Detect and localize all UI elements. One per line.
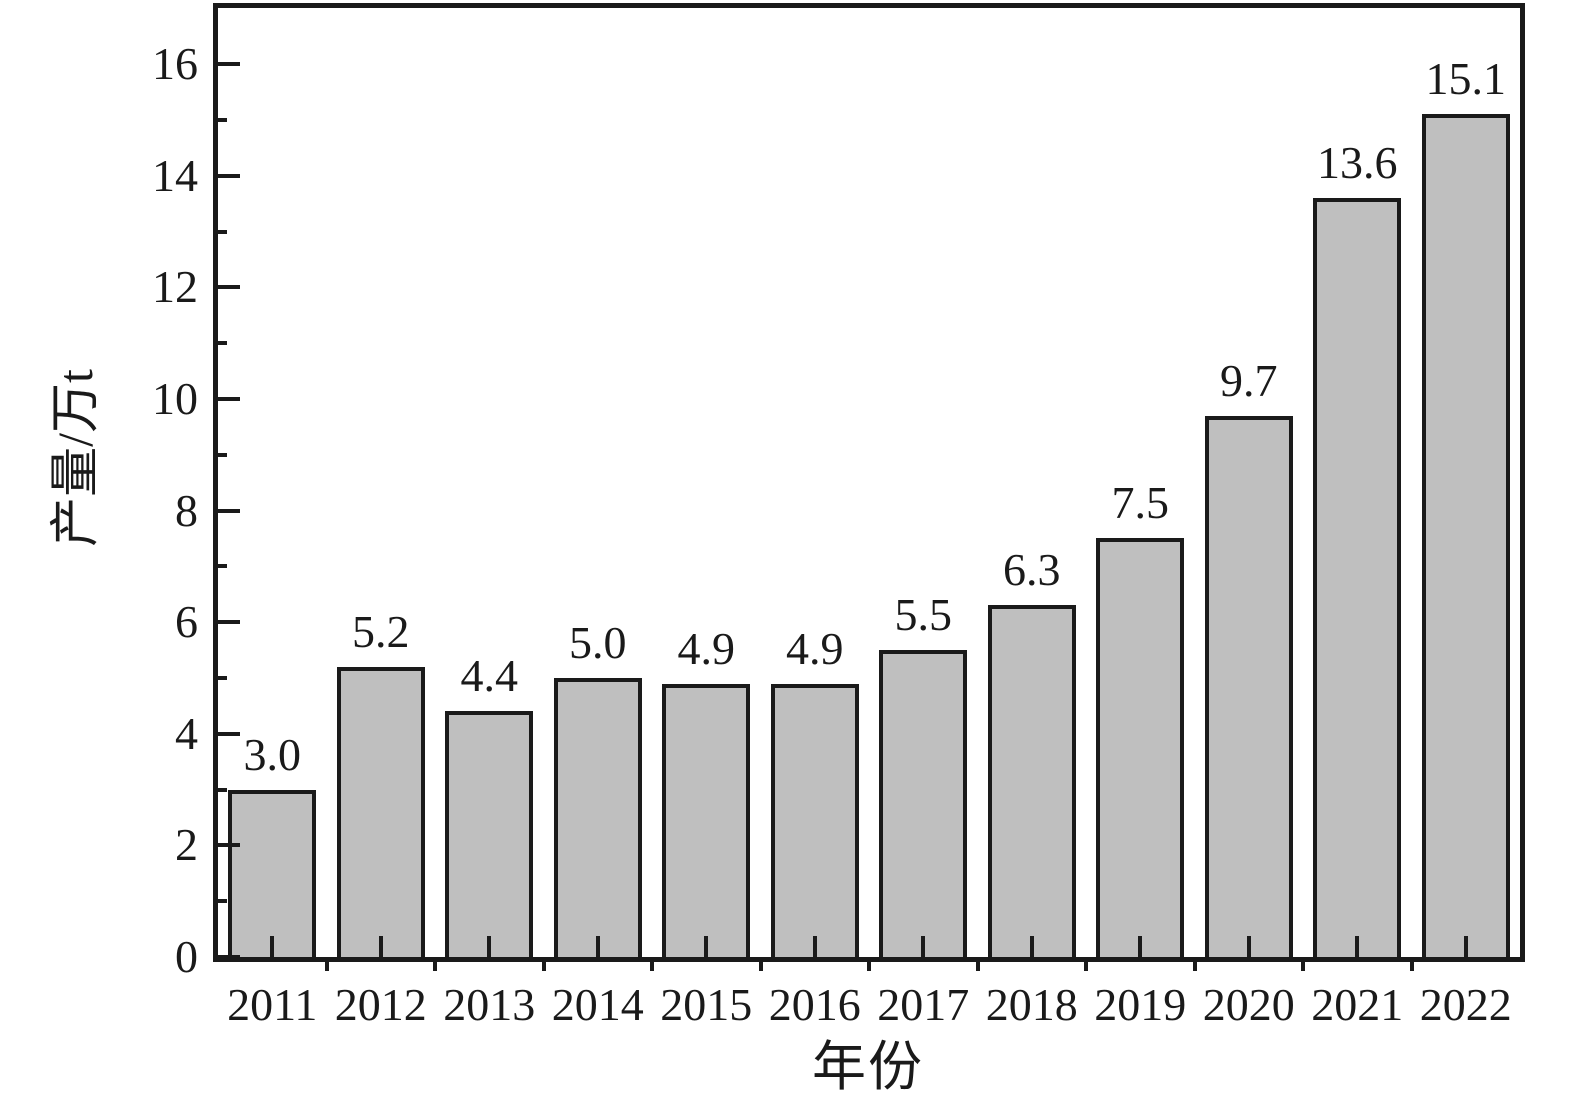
x-tick-label: 2020 — [1202, 979, 1295, 1030]
x-tick-major — [270, 936, 275, 957]
x-tick-label: 2016 — [768, 979, 861, 1030]
y-tick-minor — [218, 676, 227, 680]
x-tick-major — [1463, 936, 1468, 957]
y-tick-major — [218, 285, 240, 289]
y-tick-minor — [218, 788, 227, 792]
x-tick-label: 2022 — [1419, 979, 1512, 1030]
y-tick-major — [218, 620, 240, 624]
x-tick-major — [487, 936, 492, 957]
x-tick-major — [595, 936, 600, 957]
x-tick-minor — [1301, 962, 1305, 971]
x-tick-label: 2015 — [660, 979, 753, 1030]
bar-value-label: 13.6 — [1317, 137, 1398, 188]
bar-2013 — [445, 711, 534, 957]
bar-value-label: 3.0 — [243, 729, 302, 780]
x-tick-minor — [650, 962, 654, 971]
y-tick-label: 2 — [175, 819, 198, 870]
y-tick-major — [218, 397, 240, 401]
x-tick-major — [378, 936, 383, 957]
x-tick-label: 2018 — [985, 979, 1078, 1030]
x-tick-major — [921, 936, 926, 957]
x-tick-major — [812, 936, 817, 957]
bar-value-label: 6.3 — [1003, 544, 1061, 595]
x-tick-major — [1246, 936, 1251, 957]
x-tick-major — [704, 936, 709, 957]
x-tick-minor — [1084, 962, 1088, 971]
y-tick-label: 12 — [152, 261, 198, 312]
plot-area — [213, 3, 1525, 962]
x-tick-label: 2017 — [877, 979, 970, 1030]
bar-value-label: 5.5 — [894, 589, 953, 640]
bar-2019 — [1096, 538, 1185, 957]
y-tick-label: 14 — [152, 150, 198, 201]
x-tick-label: 2014 — [551, 979, 644, 1030]
bar-2018 — [987, 605, 1076, 957]
bar-2022 — [1421, 114, 1510, 957]
x-tick-minor — [433, 962, 437, 971]
bar-value-label: 5.0 — [569, 617, 627, 668]
y-tick-label: 16 — [152, 38, 198, 89]
y-tick-label: 4 — [175, 708, 198, 759]
y-tick-major — [218, 955, 240, 959]
bar-value-label: 4.9 — [677, 623, 736, 674]
bar-2012 — [336, 667, 425, 957]
x-tick-major — [1029, 936, 1034, 957]
bar-2021 — [1313, 198, 1402, 957]
x-tick-label: 2011 — [227, 979, 318, 1030]
x-tick-minor — [1192, 962, 1197, 971]
x-tick-major — [1355, 936, 1360, 957]
x-tick-minor — [867, 962, 871, 971]
bar-2011 — [228, 790, 317, 957]
x-tick-minor — [758, 962, 763, 971]
y-tick-minor — [218, 899, 227, 903]
bar-value-label: 15.1 — [1425, 53, 1507, 104]
bar-value-label: 4.4 — [460, 650, 519, 701]
y-tick-minor — [218, 564, 227, 568]
bar-2016 — [770, 684, 859, 957]
y-tick-major — [218, 732, 240, 736]
x-tick-minor — [1409, 962, 1414, 971]
x-tick-minor — [541, 962, 546, 971]
bar-value-label: 9.7 — [1220, 355, 1278, 406]
y-tick-minor — [218, 230, 227, 234]
x-tick-major — [1138, 936, 1143, 957]
y-tick-minor — [218, 453, 227, 457]
x-axis-title: 年份 — [812, 1037, 924, 1097]
x-tick-label: 2013 — [443, 979, 536, 1030]
y-tick-major — [218, 174, 240, 178]
y-tick-major — [218, 509, 240, 513]
y-tick-label: 10 — [152, 373, 198, 424]
bar-2014 — [553, 678, 642, 957]
bar-2015 — [662, 684, 751, 957]
bar-value-label: 5.2 — [352, 606, 410, 657]
y-tick-label: 8 — [175, 485, 198, 536]
bar-2017 — [879, 650, 968, 957]
y-tick-minor — [218, 118, 227, 122]
x-tick-minor — [324, 962, 329, 971]
x-tick-label: 2019 — [1094, 979, 1187, 1030]
y-tick-major — [218, 843, 240, 847]
y-tick-minor — [218, 341, 227, 345]
x-tick-label: 2012 — [334, 979, 427, 1030]
bar-2020 — [1204, 416, 1293, 957]
bar-value-label: 7.5 — [1111, 477, 1170, 528]
y-tick-label: 6 — [175, 596, 198, 647]
y-tick-major — [218, 62, 240, 66]
y-tick-label: 0 — [175, 931, 198, 982]
bar-value-label: 4.9 — [786, 623, 844, 674]
x-tick-label: 2021 — [1311, 979, 1404, 1030]
y-axis-title: 产量/万t — [47, 369, 103, 547]
x-tick-minor — [975, 962, 980, 971]
